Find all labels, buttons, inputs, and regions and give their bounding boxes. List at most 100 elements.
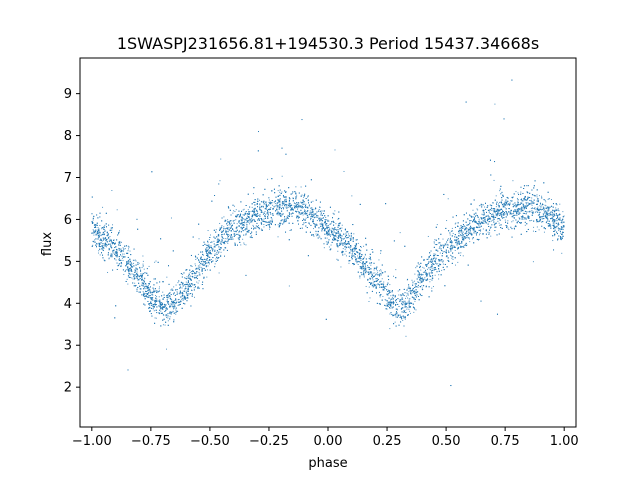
data-point	[252, 210, 254, 212]
data-point	[155, 260, 157, 262]
data-point	[259, 207, 261, 209]
data-point	[461, 241, 463, 243]
data-point	[419, 293, 421, 295]
data-point	[428, 274, 430, 276]
data-point	[116, 209, 118, 211]
data-point	[240, 244, 242, 246]
data-point	[277, 198, 279, 200]
data-point	[343, 170, 345, 172]
data-point	[265, 213, 267, 215]
data-point	[495, 213, 497, 215]
data-point	[295, 186, 297, 188]
data-point	[430, 267, 432, 269]
data-point	[108, 257, 110, 259]
data-point	[210, 253, 212, 255]
data-point	[359, 267, 361, 269]
data-point	[512, 180, 514, 182]
data-point	[359, 261, 361, 263]
data-point	[285, 207, 287, 209]
data-point	[274, 203, 276, 205]
data-point	[185, 281, 187, 283]
data-point	[558, 210, 560, 212]
data-point	[507, 204, 509, 206]
data-point	[171, 299, 173, 301]
data-point	[175, 311, 177, 313]
data-point	[207, 265, 209, 267]
data-point	[233, 210, 235, 212]
data-point	[119, 230, 121, 232]
data-point	[301, 207, 303, 209]
data-point	[392, 299, 394, 301]
data-point	[190, 275, 192, 277]
data-point	[260, 221, 262, 223]
data-point	[161, 298, 163, 300]
data-point	[535, 211, 537, 213]
data-point	[122, 253, 124, 255]
data-point	[180, 292, 182, 294]
data-point	[485, 220, 487, 222]
data-point	[300, 213, 302, 215]
data-point	[534, 211, 536, 213]
data-point	[558, 223, 560, 225]
data-point	[374, 280, 376, 282]
data-point	[438, 259, 440, 261]
data-point	[313, 223, 315, 225]
data-point	[137, 274, 139, 276]
data-point	[560, 232, 562, 234]
data-point	[209, 251, 211, 253]
data-point	[537, 209, 539, 211]
data-point	[198, 260, 200, 262]
data-point	[447, 250, 449, 252]
data-point	[338, 240, 340, 242]
data-point	[387, 289, 389, 291]
data-point	[479, 232, 481, 234]
data-point	[197, 282, 199, 284]
data-point	[235, 216, 237, 218]
data-point	[256, 225, 258, 227]
data-point	[315, 225, 316, 227]
data-point	[211, 262, 213, 264]
data-point	[302, 207, 304, 209]
data-point	[524, 205, 526, 207]
data-point	[137, 273, 139, 275]
data-point	[473, 231, 475, 233]
data-point	[332, 233, 334, 235]
data-point	[470, 203, 472, 205]
data-point	[285, 203, 287, 205]
data-point	[215, 229, 217, 231]
data-point	[198, 280, 200, 282]
data-point	[473, 232, 475, 234]
data-point	[384, 299, 386, 301]
data-point	[207, 244, 209, 246]
data-point	[546, 206, 548, 208]
data-point	[557, 208, 559, 210]
data-point	[130, 260, 132, 262]
data-point	[211, 253, 213, 255]
data-point	[327, 231, 329, 233]
data-point	[340, 237, 342, 239]
data-point	[520, 210, 522, 212]
data-point	[536, 221, 538, 223]
data-point	[444, 251, 446, 253]
data-point	[262, 205, 264, 207]
data-point	[167, 320, 169, 322]
data-point	[192, 273, 194, 275]
data-point	[478, 205, 480, 207]
data-point	[396, 312, 398, 314]
data-point	[539, 217, 541, 219]
data-point	[345, 232, 347, 234]
data-point	[124, 248, 126, 250]
data-point	[350, 237, 352, 239]
data-point	[380, 273, 382, 275]
data-point	[215, 258, 217, 260]
data-point	[243, 208, 245, 210]
data-point	[102, 227, 104, 229]
data-point	[143, 283, 145, 285]
data-point	[164, 324, 166, 326]
data-point	[363, 256, 365, 258]
data-point	[445, 256, 447, 258]
data-point	[121, 241, 122, 243]
data-point	[434, 239, 436, 241]
data-point	[540, 216, 542, 218]
data-point	[132, 273, 134, 275]
